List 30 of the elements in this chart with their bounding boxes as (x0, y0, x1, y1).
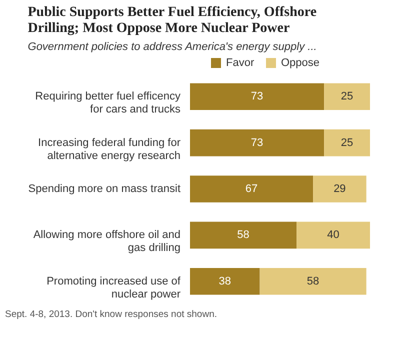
bar (190, 83, 324, 110)
bar (190, 129, 324, 156)
bar (296, 222, 370, 249)
bar (324, 83, 370, 110)
chart-subtitle: Government policies to address America's energy supply ... (28, 41, 317, 53)
data-label: 58 (237, 229, 250, 242)
data-label: 73 (250, 136, 264, 149)
data-label: 38 (218, 275, 232, 288)
data-label: 40 (327, 229, 340, 242)
legend-label: Oppose (281, 57, 320, 69)
y-tick-label: Requiring better fuel efficency for cars and trucks (35, 90, 181, 116)
annotation: Sept. 4-8, 2013. Don't know responses not shown. (5, 309, 217, 320)
y-tick-label: Promoting increased use of nuclear power (46, 275, 182, 300)
data-label: 29 (334, 183, 346, 195)
data-label: 73 (250, 90, 264, 103)
data-label: 25 (340, 136, 354, 149)
data-label: 58 (306, 275, 320, 288)
bar (190, 268, 260, 295)
bar (260, 268, 366, 295)
y-tick-label: Increasing federal funding for alternative energy research (38, 136, 181, 162)
y-tick-label: Spending more on mass transit (28, 183, 180, 195)
y-tick-label: Allowing more offshore oil and gas drilling (33, 229, 180, 254)
legend-label: Favor (226, 57, 254, 69)
bar (324, 129, 370, 156)
bar (190, 176, 314, 202)
bar (190, 222, 297, 249)
bar (313, 176, 366, 202)
data-label: 67 (245, 183, 258, 195)
chart-title: Public Supports Better Fuel Efficiency, Offshore Drilling; Most Oppose More Nuclear Power (28, 5, 317, 36)
data-label: 25 (340, 90, 354, 103)
